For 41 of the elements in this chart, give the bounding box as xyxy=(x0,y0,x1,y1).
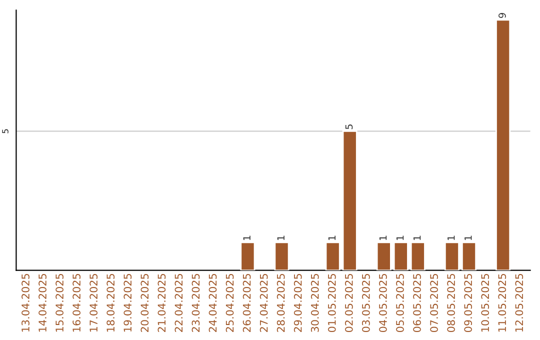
x-tick-label: 09.05.2025 xyxy=(464,274,472,332)
x-tick-label: 26.04.2025 xyxy=(242,274,251,332)
x-tick-label: 16.04.2025 xyxy=(72,274,81,332)
x-tick-label: 02.05.2025 xyxy=(344,274,353,332)
x-tick-label: 19.04.2025 xyxy=(124,274,132,332)
data-label: 1 xyxy=(379,236,387,240)
x-tick-label: 03.05.2025 xyxy=(362,274,370,332)
x-tick-label: 27.04.2025 xyxy=(260,274,268,332)
x-tick-label: 18.04.2025 xyxy=(106,274,115,332)
x-tick-label: 10.05.2025 xyxy=(481,274,490,332)
x-tick-label: 23.04.2025 xyxy=(192,274,200,332)
data-label: 5 xyxy=(345,124,353,130)
data-label: 1 xyxy=(328,236,336,240)
x-tick-label: 28.04.2025 xyxy=(276,274,285,332)
data-label: 1 xyxy=(414,236,421,240)
x-tick-label: 12.05.2025 xyxy=(515,274,524,332)
x-tick-label: 01.05.2025 xyxy=(328,274,336,332)
x-tick-label: 15.04.2025 xyxy=(56,274,64,332)
x-tick-label: 25.04.2025 xyxy=(226,274,234,332)
x-tick-label: 05.05.2025 xyxy=(396,274,404,332)
data-label: 1 xyxy=(243,236,250,240)
x-tick-label: 29.04.2025 xyxy=(294,274,302,332)
x-tick-label: 22.04.2025 xyxy=(174,274,183,332)
ref-line-label: 5 xyxy=(2,129,8,134)
data-label: 9 xyxy=(498,13,506,18)
x-tick-label: 07.05.2025 xyxy=(430,274,438,332)
x-tick-label: 17.04.2025 xyxy=(90,274,98,332)
x-tick-label: 06.05.2025 xyxy=(413,274,421,332)
data-label: 1 xyxy=(464,236,472,240)
x-tick-label: 20.04.2025 xyxy=(140,274,149,332)
x-tick-label: 24.04.2025 xyxy=(208,274,217,332)
data-label: 1 xyxy=(396,236,404,240)
data-label: 1 xyxy=(448,236,455,240)
x-tick-label: 30.04.2025 xyxy=(310,274,319,332)
x-tick-label: 14.04.2025 xyxy=(38,274,46,332)
x-tick-label: 11.05.2025 xyxy=(498,274,506,332)
x-tick-label: 08.05.2025 xyxy=(447,274,455,332)
data-label: 1 xyxy=(277,236,284,240)
x-tick-label: 21.04.2025 xyxy=(158,274,166,332)
x-tick-label: 04.05.2025 xyxy=(379,274,387,332)
x-tick-label: 13.04.2025 xyxy=(22,274,30,332)
